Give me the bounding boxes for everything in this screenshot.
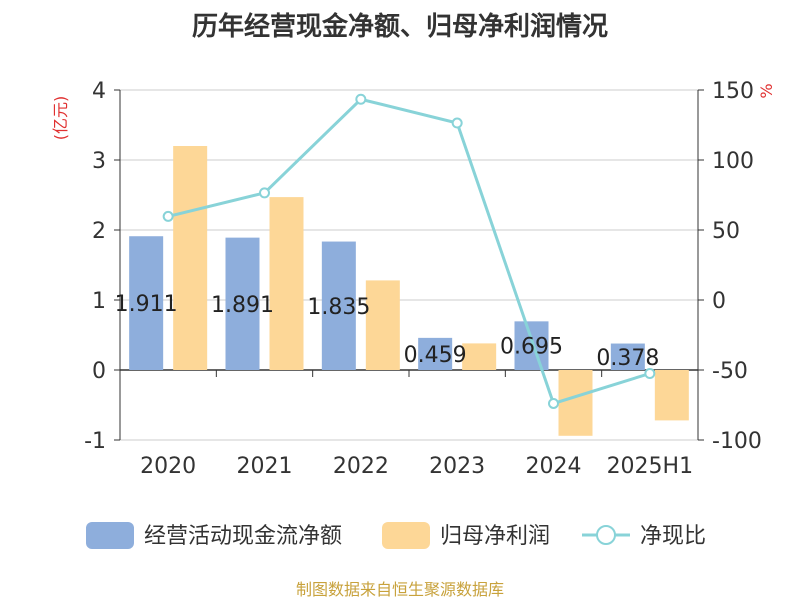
x-tick-label: 2023	[429, 454, 485, 479]
legend-label: 归母净利润	[440, 524, 550, 549]
bar-net-profit	[269, 197, 304, 370]
y-right-tick-label: 150	[712, 79, 754, 104]
y-right-tick-label: -50	[712, 359, 748, 384]
legend-marker	[596, 525, 616, 545]
y-left-tick-label: 1	[92, 289, 106, 314]
y-right-tick-label: 50	[712, 219, 740, 244]
y-left-tick-label: -1	[84, 429, 106, 454]
axes: 4 3 2 1 0 -1 150 100 50 0 -50 -100 (亿元)% 2020 2021 2022…	[51, 79, 776, 479]
x-tick-label: 2020	[140, 454, 196, 479]
bar-cashflow	[514, 321, 549, 370]
y-left-axis-title: (亿元)	[51, 96, 70, 141]
y-right-tick-label: 100	[712, 149, 754, 174]
bar-data-label: 0.695	[500, 335, 563, 360]
y-right-tick-label: -100	[712, 429, 762, 454]
legend-label: 经营活动现金流净额	[144, 524, 342, 549]
bar-data-label: 0.459	[404, 343, 467, 368]
x-tick-label: 2021	[237, 454, 293, 479]
ratio-point	[355, 93, 367, 105]
y-right-axis-title: %	[757, 83, 776, 98]
bar-data-label: 1.891	[211, 293, 274, 318]
bar-net-profit	[365, 280, 400, 370]
bar-data-label: 0.378	[596, 346, 659, 371]
y-left-tick-label: 4	[92, 79, 106, 104]
legend-item-cashflow: 经营活动现金流净额	[86, 522, 342, 549]
y-left-tick-label: 2	[92, 219, 106, 244]
chart-title: 历年经营现金净额、归母净利润情况	[191, 12, 608, 42]
ratio-line	[162, 93, 656, 409]
bar-cashflow	[321, 241, 356, 370]
bars	[129, 146, 689, 436]
ratio-point	[451, 117, 463, 129]
ratio-line-path	[167, 97, 651, 406]
bar-cashflow	[610, 343, 645, 370]
x-tick-label: 2022	[333, 454, 389, 479]
legend-label: 净现比	[640, 524, 706, 549]
y-left-tick-label: 0	[92, 359, 106, 384]
bar-net-profit	[654, 370, 689, 421]
ratio-point	[259, 187, 270, 199]
legend-item-ratio: 净现比	[582, 524, 706, 549]
bar-cashflow	[129, 236, 164, 370]
legend-item-net-profit: 归母净利润	[382, 522, 550, 549]
bar-data-label: 1.835	[307, 295, 370, 320]
bar-cashflow	[225, 237, 260, 370]
y-left-tick-label: 3	[92, 149, 106, 174]
ratio-point	[162, 210, 174, 222]
bar-data-label: 1.911	[115, 292, 178, 317]
bar-net-profit	[462, 343, 497, 370]
legend-swatch	[382, 522, 430, 549]
bar-net-profit	[558, 370, 593, 436]
x-tick-label: 2025H1	[607, 454, 694, 479]
ratio-point	[548, 397, 559, 409]
source-note: 制图数据来自恒生聚源数据库	[295, 580, 504, 599]
legend: 经营活动现金流净额 归母净利润 净现比	[86, 522, 706, 549]
legend-swatch	[86, 522, 134, 549]
bar-cashflow	[418, 337, 453, 370]
x-tick-label: 2024	[526, 454, 582, 479]
bar-net-profit	[173, 146, 208, 370]
y-right-tick-label: 0	[712, 289, 726, 314]
grid-lines	[120, 89, 698, 441]
data-labels: 1.911 1.891 1.835 0.459 0.695 0.378	[115, 292, 660, 371]
ratio-point	[644, 368, 656, 379]
